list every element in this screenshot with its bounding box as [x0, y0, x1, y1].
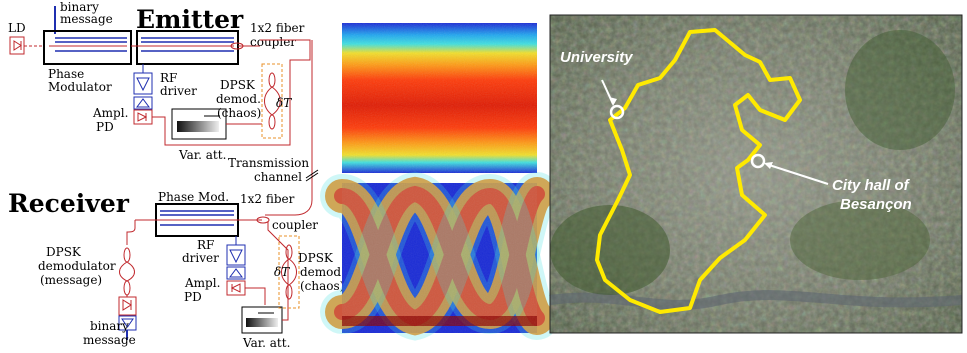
emitter-phase-modulator — [43, 30, 132, 65]
emitter-dpsk-label-3: (chaos) — [217, 106, 261, 120]
receiver-coupler-icon — [256, 216, 270, 224]
emitter-var-att-label: Var. att. — [178, 148, 226, 162]
emitter-dpsk-label-1: DPSK — [220, 78, 256, 92]
receiver-amplifier-icon — [226, 266, 246, 280]
emitter-coupler-label-2: coupler — [250, 35, 296, 49]
receiver-dpsk-msg-label-3: (message) — [40, 273, 102, 287]
besancon-aerial-map: University City hall of Besançon — [549, 14, 963, 334]
emitter-rf-driver-icon — [133, 72, 153, 95]
emitter-pd-label: PD — [96, 120, 114, 134]
city-hall-label-2: Besançon — [840, 196, 912, 213]
emitter-title: Emitter — [136, 5, 244, 34]
university-marker-icon — [609, 104, 625, 120]
emitter-rf-label-2: driver — [160, 84, 197, 98]
receiver-pd-label: PD — [184, 290, 202, 304]
emitter-pm-label-2: Modulator — [48, 80, 112, 94]
chaos-intensity-map — [342, 23, 537, 173]
emitter-chaos-modulator — [131, 30, 239, 65]
emitter-amplifier-icon — [133, 96, 153, 110]
channel-label-2: channel — [254, 170, 302, 184]
receiver-ampl-label: Ampl. — [184, 276, 220, 290]
receiver-message-photodiode-icon — [118, 296, 137, 316]
emitter-delay-label: δT — [276, 96, 292, 110]
emitter-pm-label-1: Phase — [48, 67, 84, 81]
emitter-binary-label-2: message — [60, 12, 113, 26]
receiver-dpsk-msg-label-1: DPSK — [46, 245, 82, 259]
receiver-coupler-label-1: 1x2 fiber — [240, 192, 295, 206]
city-hall-marker-icon — [750, 153, 766, 169]
emitter-binary-label-1: binary — [60, 0, 99, 14]
receiver-pm-label: Phase Mod. — [158, 190, 229, 204]
university-label: University — [560, 49, 633, 66]
receiver-coupler-label-2: coupler — [272, 218, 318, 232]
receiver-dpsk-msg-label-2: demodulator — [38, 259, 116, 273]
receiver-var-att-label: Var. att. — [242, 336, 290, 349]
optical-schematic: Emitter LD binary message Phase Modulato… — [8, 0, 345, 350]
emitter-photodiode-icon — [133, 109, 153, 125]
receiver-delay-label: δT — [274, 265, 290, 279]
receiver-photodiode-icon — [226, 280, 246, 296]
receiver-dpsk-chaos-label-1: DPSK — [298, 251, 334, 265]
emitter-rf-label-1: RF — [160, 71, 177, 85]
receiver-phase-modulator — [135, 203, 262, 237]
eye-diagram — [320, 171, 559, 341]
emitter-coupler-icon — [230, 42, 244, 50]
receiver-rf-label-2: driver — [182, 251, 219, 265]
emitter-dpsk-label-2: demod. — [216, 92, 261, 106]
receiver-variable-attenuator-icon — [241, 306, 283, 334]
receiver-rf-driver-icon — [226, 244, 246, 266]
receiver-binary-label-1: binary — [90, 319, 129, 333]
receiver-title: Receiver — [8, 189, 130, 218]
receiver-dpsk-box — [278, 235, 300, 309]
emitter-coupler-label-1: 1x2 fiber — [250, 21, 305, 35]
laser-diode-icon — [9, 36, 25, 55]
emitter-ampl-label: Ampl. — [92, 106, 128, 120]
channel-label-1: Transmission — [228, 156, 309, 170]
ld-label: LD — [8, 21, 26, 35]
receiver-rf-label-1: RF — [197, 238, 214, 252]
receiver-dpsk-chaos-label-2: demod. — [300, 265, 345, 279]
receiver-dpsk-chaos-label-3: (chaos) — [300, 279, 344, 293]
route-trace — [595, 28, 802, 314]
emitter-dpsk-box — [261, 63, 283, 139]
city-hall-label-1: City hall of — [832, 177, 911, 194]
receiver-binary-label-2: message — [83, 333, 136, 347]
